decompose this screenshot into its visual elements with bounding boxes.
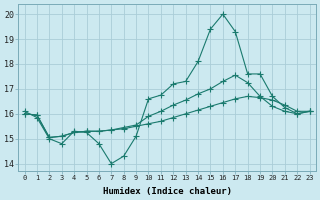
X-axis label: Humidex (Indice chaleur): Humidex (Indice chaleur): [103, 187, 232, 196]
